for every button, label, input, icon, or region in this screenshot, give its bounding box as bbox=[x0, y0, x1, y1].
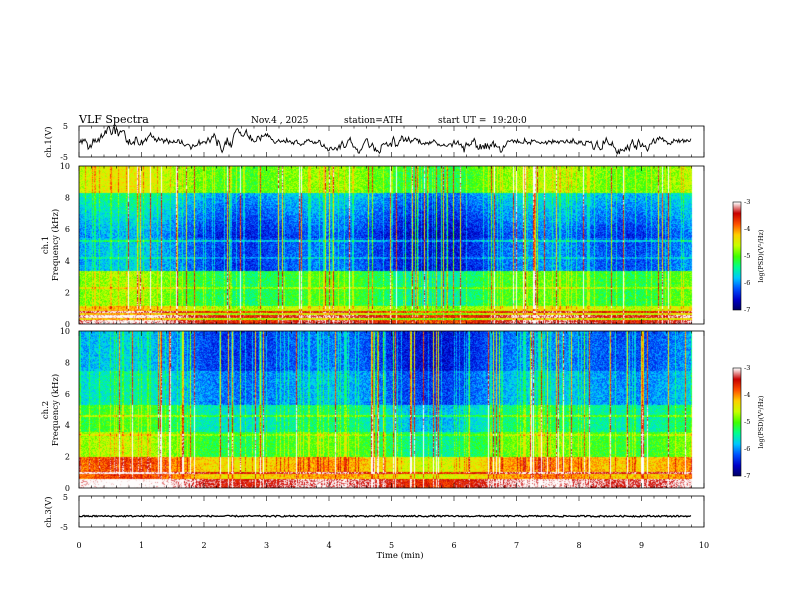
xtick-1: 1 bbox=[139, 541, 144, 550]
ch1-waveform-panel: 5 -5 ch.1(V) bbox=[43, 122, 705, 162]
ch2-cb-tick-m6: -6 bbox=[744, 445, 750, 453]
ch2-colorbar-frame bbox=[732, 367, 742, 477]
ch1-frequency-label: Frequency (kHz) bbox=[50, 209, 61, 281]
xtick-2: 2 bbox=[201, 541, 206, 550]
ch2-ytick-4: 4 bbox=[65, 421, 70, 430]
ch3-ytick-neg5: -5 bbox=[60, 523, 68, 532]
ch2-spectrogram-ticks bbox=[78, 331, 705, 488]
ch2-spectrogram-yticklabels: 10 8 6 4 2 0 bbox=[60, 327, 70, 493]
ch1-spectrogram-image bbox=[79, 166, 704, 324]
xtick-7: 7 bbox=[514, 541, 519, 550]
ch2-ytick-8: 8 bbox=[65, 358, 70, 367]
ch1-colorbar-frame bbox=[732, 201, 742, 311]
ch3-waveform-panel: 5 -5 ch.3(V) bbox=[43, 493, 705, 532]
ch1-ytick-2: 2 bbox=[65, 288, 70, 297]
ch2-colorbar-label: log(PSD)(V²/Hz) bbox=[757, 395, 765, 448]
ch1-ytick-10: 10 bbox=[60, 162, 70, 171]
ch1-colorbar-label: log(PSD)(V²/Hz) bbox=[757, 229, 765, 282]
xtick-4: 4 bbox=[326, 541, 331, 550]
xtick-5: 5 bbox=[389, 541, 394, 550]
ch1-spectrogram-panel: 10 8 6 4 2 0 ch.1 Frequency (kHz) -3 -4 … bbox=[41, 162, 765, 329]
ch1-ytick-4: 4 bbox=[65, 257, 70, 266]
ch1-cb-tick-m6: -6 bbox=[744, 279, 750, 287]
ch1-colorbar-ticks: -3 -4 -5 -6 -7 bbox=[744, 198, 750, 314]
ch3-ytick-5: 5 bbox=[63, 493, 68, 502]
date-label: Nov.4 , 2025 bbox=[251, 116, 309, 126]
ch1-waveform-ticks bbox=[78, 126, 705, 157]
x-axis-label: Time (min) bbox=[376, 550, 423, 561]
ch1-ytick-6: 6 bbox=[65, 225, 70, 234]
xtick-9: 9 bbox=[639, 541, 644, 550]
ch3-waveform-ticks bbox=[78, 496, 705, 527]
ch2-frequency-label: Frequency (kHz) bbox=[50, 374, 61, 446]
ch1-cb-tick-m7: -7 bbox=[744, 306, 750, 314]
ch1-ytick-0: 0 bbox=[65, 320, 70, 329]
start-ut-label: start UT = bbox=[438, 116, 486, 126]
ch2-ytick-10: 10 bbox=[60, 327, 70, 336]
ch2-spectrogram-image bbox=[79, 331, 704, 488]
chart-title: VLF Spectra bbox=[78, 113, 149, 126]
ch2-spectrogram-panel: 10 8 6 4 2 0 ch.2 Frequency (kHz) -3 -4 … bbox=[41, 327, 765, 493]
ch1-cb-tick-m4: -4 bbox=[744, 225, 750, 233]
x-axis-ticklabels: 0 1 2 3 4 5 6 7 8 9 10 bbox=[76, 541, 709, 550]
ch2-ytick-2: 2 bbox=[65, 453, 70, 462]
ch1-ytick-neg5: -5 bbox=[60, 153, 68, 162]
ch2-cb-tick-m4: -4 bbox=[744, 391, 750, 399]
ch2-cb-tick-m5: -5 bbox=[744, 418, 750, 426]
ch2-channel-label: ch.2 bbox=[41, 401, 51, 419]
ch2-ytick-0: 0 bbox=[65, 484, 70, 493]
ch2-cb-tick-m7: -7 bbox=[744, 472, 750, 480]
start-ut-value: 19:20:0 bbox=[492, 116, 527, 126]
ch2-colorbar bbox=[733, 368, 741, 476]
ch1-cb-tick-m5: -5 bbox=[744, 252, 750, 260]
ch1-colorbar bbox=[733, 202, 741, 310]
xtick-0: 0 bbox=[76, 541, 81, 550]
ch3-ylabel: ch.3(V) bbox=[43, 496, 54, 527]
ch1-spectrogram-yticklabels: 10 8 6 4 2 0 bbox=[60, 162, 70, 329]
ch1-ylabel: ch.1(V) bbox=[43, 126, 54, 157]
ch2-colorbar-ticks: -3 -4 -5 -6 -7 bbox=[744, 364, 750, 480]
xtick-6: 6 bbox=[451, 541, 456, 550]
ch1-spectrogram-ticks bbox=[78, 166, 705, 324]
ch1-cb-tick-m3: -3 bbox=[744, 198, 750, 206]
ch2-cb-tick-m3: -3 bbox=[744, 364, 750, 372]
station-label: station=ATH bbox=[344, 116, 403, 126]
ch1-ytick-5: 5 bbox=[63, 122, 68, 131]
xtick-10: 10 bbox=[699, 541, 709, 550]
ch2-ytick-6: 6 bbox=[65, 390, 70, 399]
ch1-ytick-8: 8 bbox=[65, 194, 70, 203]
ch1-waveform-line bbox=[78, 125, 692, 155]
xtick-8: 8 bbox=[576, 541, 581, 550]
xtick-3: 3 bbox=[264, 541, 269, 550]
ch1-channel-label: ch.1 bbox=[41, 236, 51, 254]
ch3-waveform-line bbox=[78, 514, 692, 519]
